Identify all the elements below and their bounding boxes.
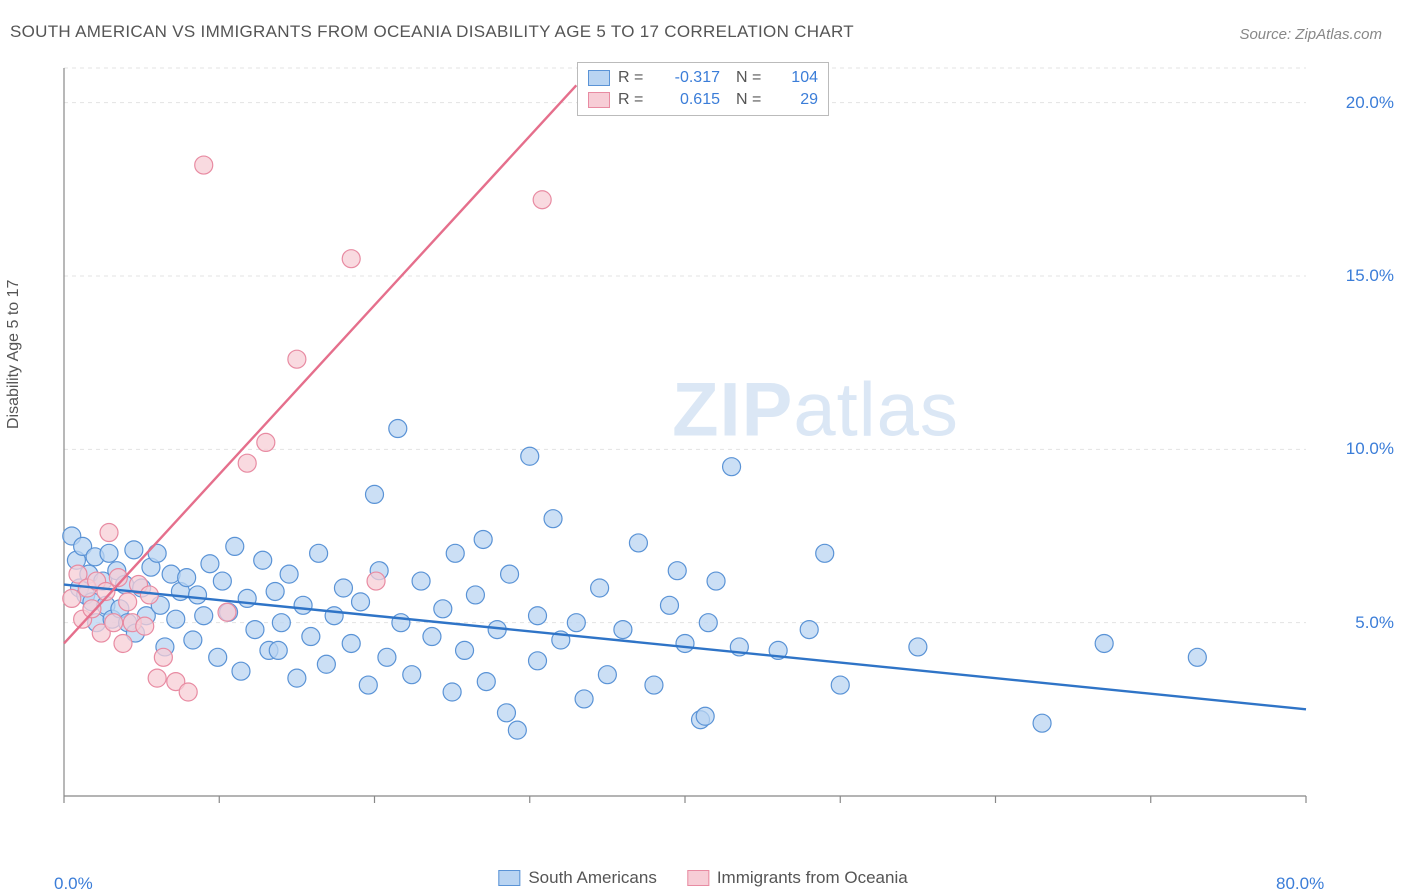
correlation-legend: R = -0.317 N = 104 R = 0.615 N = 29 [577,62,829,116]
swatch-pink-icon [687,870,709,886]
n-value-blue: 104 [778,69,818,87]
swatch-pink-icon [588,92,610,108]
swatch-blue-icon [498,870,520,886]
r-label: R = [618,91,652,109]
y-axis-label: Disability Age 5 to 17 [5,280,23,429]
n-label: N = [736,69,770,87]
n-value-pink: 29 [778,91,818,109]
r-label: R = [618,69,652,87]
correlation-row-blue: R = -0.317 N = 104 [588,67,818,89]
scatter-plot-svg [54,58,1376,826]
x-tick-label: 80.0% [1276,874,1324,894]
legend-item-blue: South Americans [498,868,657,888]
chart-title: SOUTH AMERICAN VS IMMIGRANTS FROM OCEANI… [10,22,854,42]
x-tick-label: 0.0% [54,874,93,894]
chart-plot-area [54,58,1376,826]
legend-label: Immigrants from Oceania [717,868,908,888]
legend-item-pink: Immigrants from Oceania [687,868,908,888]
r-value-blue: -0.317 [660,69,720,87]
legend-label: South Americans [528,868,657,888]
swatch-blue-icon [588,70,610,86]
r-value-pink: 0.615 [660,91,720,109]
y-tick-label: 20.0% [1346,93,1394,113]
series-legend: South Americans Immigrants from Oceania [498,868,907,888]
y-tick-label: 5.0% [1355,613,1394,633]
y-tick-label: 10.0% [1346,439,1394,459]
y-tick-label: 15.0% [1346,266,1394,286]
correlation-row-pink: R = 0.615 N = 29 [588,89,818,111]
n-label: N = [736,91,770,109]
source-attribution: Source: ZipAtlas.com [1239,26,1382,43]
